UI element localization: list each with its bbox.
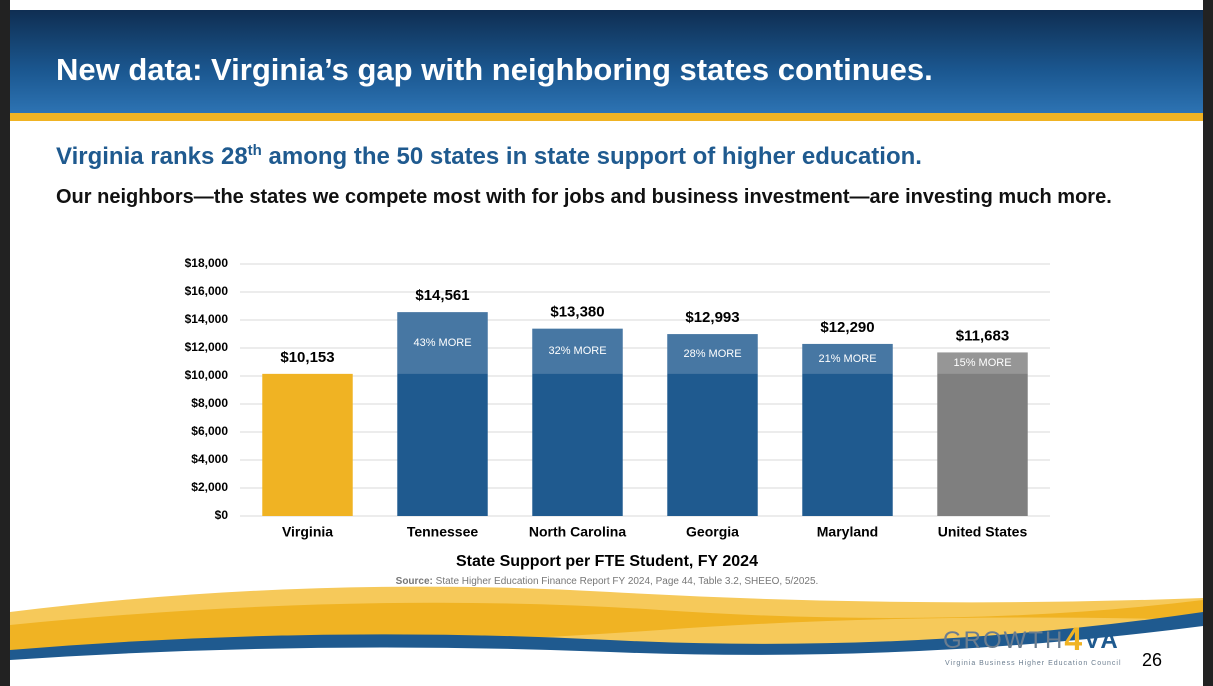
x-tick-label: Georgia: [686, 524, 739, 540]
value-label: $14,561: [415, 287, 469, 304]
y-tick-label: $8,000: [191, 396, 228, 410]
bar: [937, 352, 1028, 516]
lead-text: Our neighbors—the states we compete most…: [56, 186, 1112, 208]
page-number: 26: [1142, 650, 1162, 670]
y-tick-label: $10,000: [185, 368, 229, 382]
y-tick-label: $12,000: [185, 340, 229, 354]
value-label: $10,153: [280, 349, 334, 366]
header: New data: Virginia’s gap with neighborin…: [10, 10, 1203, 121]
bar-note: 28% MORE: [683, 348, 741, 360]
bar-excess: [397, 312, 488, 374]
y-tick-label: $4,000: [191, 452, 228, 466]
logo: GROWTH4VA: [943, 621, 1120, 657]
y-tick-label: $2,000: [191, 480, 228, 494]
x-tick-label: United States: [938, 524, 1028, 540]
logo-tagline: Virginia Business Higher Education Counc…: [945, 660, 1122, 667]
source: Source: State Higher Education Finance R…: [396, 576, 819, 587]
bar: [667, 334, 758, 516]
bar-note: 21% MORE: [818, 353, 876, 365]
y-tick-label: $16,000: [185, 284, 229, 298]
bar: [802, 343, 893, 516]
subtitle-text: among the 50 states in state support of …: [261, 143, 922, 170]
value-label: $12,993: [685, 309, 739, 326]
logo-text: VA: [1084, 627, 1120, 654]
x-axis-title: State Support per FTE Student, FY 2024: [456, 553, 758, 570]
y-tick-label: $6,000: [191, 424, 228, 438]
value-label: $13,380: [550, 304, 604, 321]
bar: [397, 312, 488, 516]
logo-text: GROWTH: [943, 627, 1064, 654]
bar: [532, 328, 623, 516]
source-text: State Higher Education Finance Report FY…: [433, 576, 818, 587]
x-tick-label: Virginia: [282, 524, 333, 540]
subtitle: Virginia ranks 28th among the 50 states …: [56, 142, 922, 171]
y-tick-label: $0: [215, 508, 229, 522]
source-label: Source:: [396, 576, 433, 587]
wave: [10, 626, 1203, 686]
bar-excess: [937, 352, 1028, 374]
bar-excess: [532, 328, 623, 374]
value-label: $11,683: [956, 327, 1009, 344]
superscript: th: [247, 142, 262, 159]
bar-note: 32% MORE: [548, 345, 606, 357]
y-tick-label: $14,000: [185, 312, 229, 326]
x-tick-label: Maryland: [817, 524, 878, 540]
bar-excess: [667, 334, 758, 374]
value-label: $12,290: [820, 319, 874, 336]
bar-excess: [802, 343, 893, 374]
bar-note: 15% MORE: [953, 357, 1011, 369]
chart: GROWTH4VA Virginia Business Higher Educa…: [10, 256, 1203, 686]
slide: New data: Virginia’s gap with neighborin…: [10, 0, 1203, 686]
y-tick-label: $18,000: [185, 256, 229, 270]
x-tick-label: Tennessee: [407, 524, 479, 540]
slide-title: New data: Virginia’s gap with neighborin…: [56, 52, 933, 87]
bar: [262, 373, 353, 516]
x-tick-label: North Carolina: [529, 524, 626, 540]
logo-text: 4: [1064, 621, 1084, 657]
bar-note: 43% MORE: [413, 337, 471, 349]
subtitle-text: Virginia ranks 28: [56, 143, 248, 170]
